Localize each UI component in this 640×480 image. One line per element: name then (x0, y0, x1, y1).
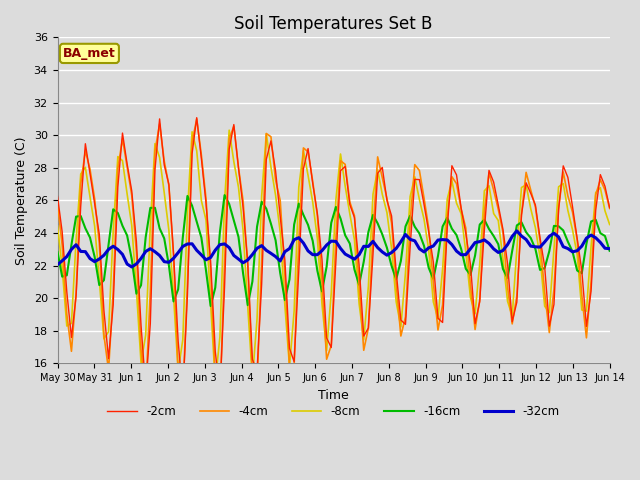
-32cm (596, 240, 604, 245)
-4cm (596, 177, 604, 182)
-16cm (170, 299, 177, 304)
-2cm (499, 226, 507, 232)
-32cm (495, 250, 502, 255)
Line: -2cm: -2cm (58, 118, 610, 395)
-32cm (128, 264, 136, 270)
-8cm (211, 379, 219, 385)
-4cm (606, 205, 614, 211)
-8cm (444, 196, 451, 202)
-2cm (193, 115, 200, 120)
-16cm (202, 267, 210, 273)
-8cm (54, 223, 61, 228)
-8cm (225, 127, 233, 133)
-32cm (207, 254, 214, 260)
Legend: -2cm, -4cm, -8cm, -16cm, -32cm: -2cm, -4cm, -8cm, -16cm, -32cm (102, 400, 564, 423)
-16cm (221, 192, 228, 198)
-16cm (596, 230, 604, 236)
-4cm (207, 266, 214, 272)
Line: -32cm: -32cm (58, 231, 610, 267)
-32cm (54, 262, 61, 267)
Line: -8cm: -8cm (58, 130, 610, 382)
-8cm (596, 185, 604, 191)
-32cm (439, 237, 447, 242)
-32cm (174, 250, 182, 255)
-8cm (499, 256, 507, 262)
-2cm (54, 193, 61, 199)
Line: -4cm: -4cm (58, 119, 610, 401)
-2cm (170, 250, 177, 256)
-8cm (369, 191, 377, 197)
-4cm (54, 201, 61, 206)
-32cm (365, 243, 372, 249)
Text: BA_met: BA_met (63, 47, 116, 60)
-2cm (211, 348, 219, 354)
-2cm (606, 205, 614, 211)
-16cm (444, 215, 451, 221)
-2cm (369, 251, 377, 257)
-4cm (216, 398, 224, 404)
-4cm (369, 230, 377, 236)
-4cm (170, 252, 177, 258)
-8cm (170, 293, 177, 299)
-16cm (606, 248, 614, 254)
-16cm (499, 266, 507, 272)
-32cm (513, 228, 521, 234)
-8cm (202, 217, 210, 223)
-4cm (499, 229, 507, 235)
-4cm (193, 116, 200, 122)
-16cm (54, 249, 61, 255)
-4cm (444, 215, 451, 220)
-8cm (606, 222, 614, 228)
X-axis label: Time: Time (318, 389, 349, 402)
-2cm (596, 172, 604, 178)
-16cm (369, 212, 377, 218)
Title: Soil Temperatures Set B: Soil Temperatures Set B (234, 15, 433, 33)
-32cm (606, 246, 614, 252)
-2cm (444, 225, 451, 231)
Line: -16cm: -16cm (58, 195, 610, 306)
-2cm (179, 392, 187, 398)
Y-axis label: Soil Temperature (C): Soil Temperature (C) (15, 136, 28, 264)
-16cm (207, 303, 214, 309)
